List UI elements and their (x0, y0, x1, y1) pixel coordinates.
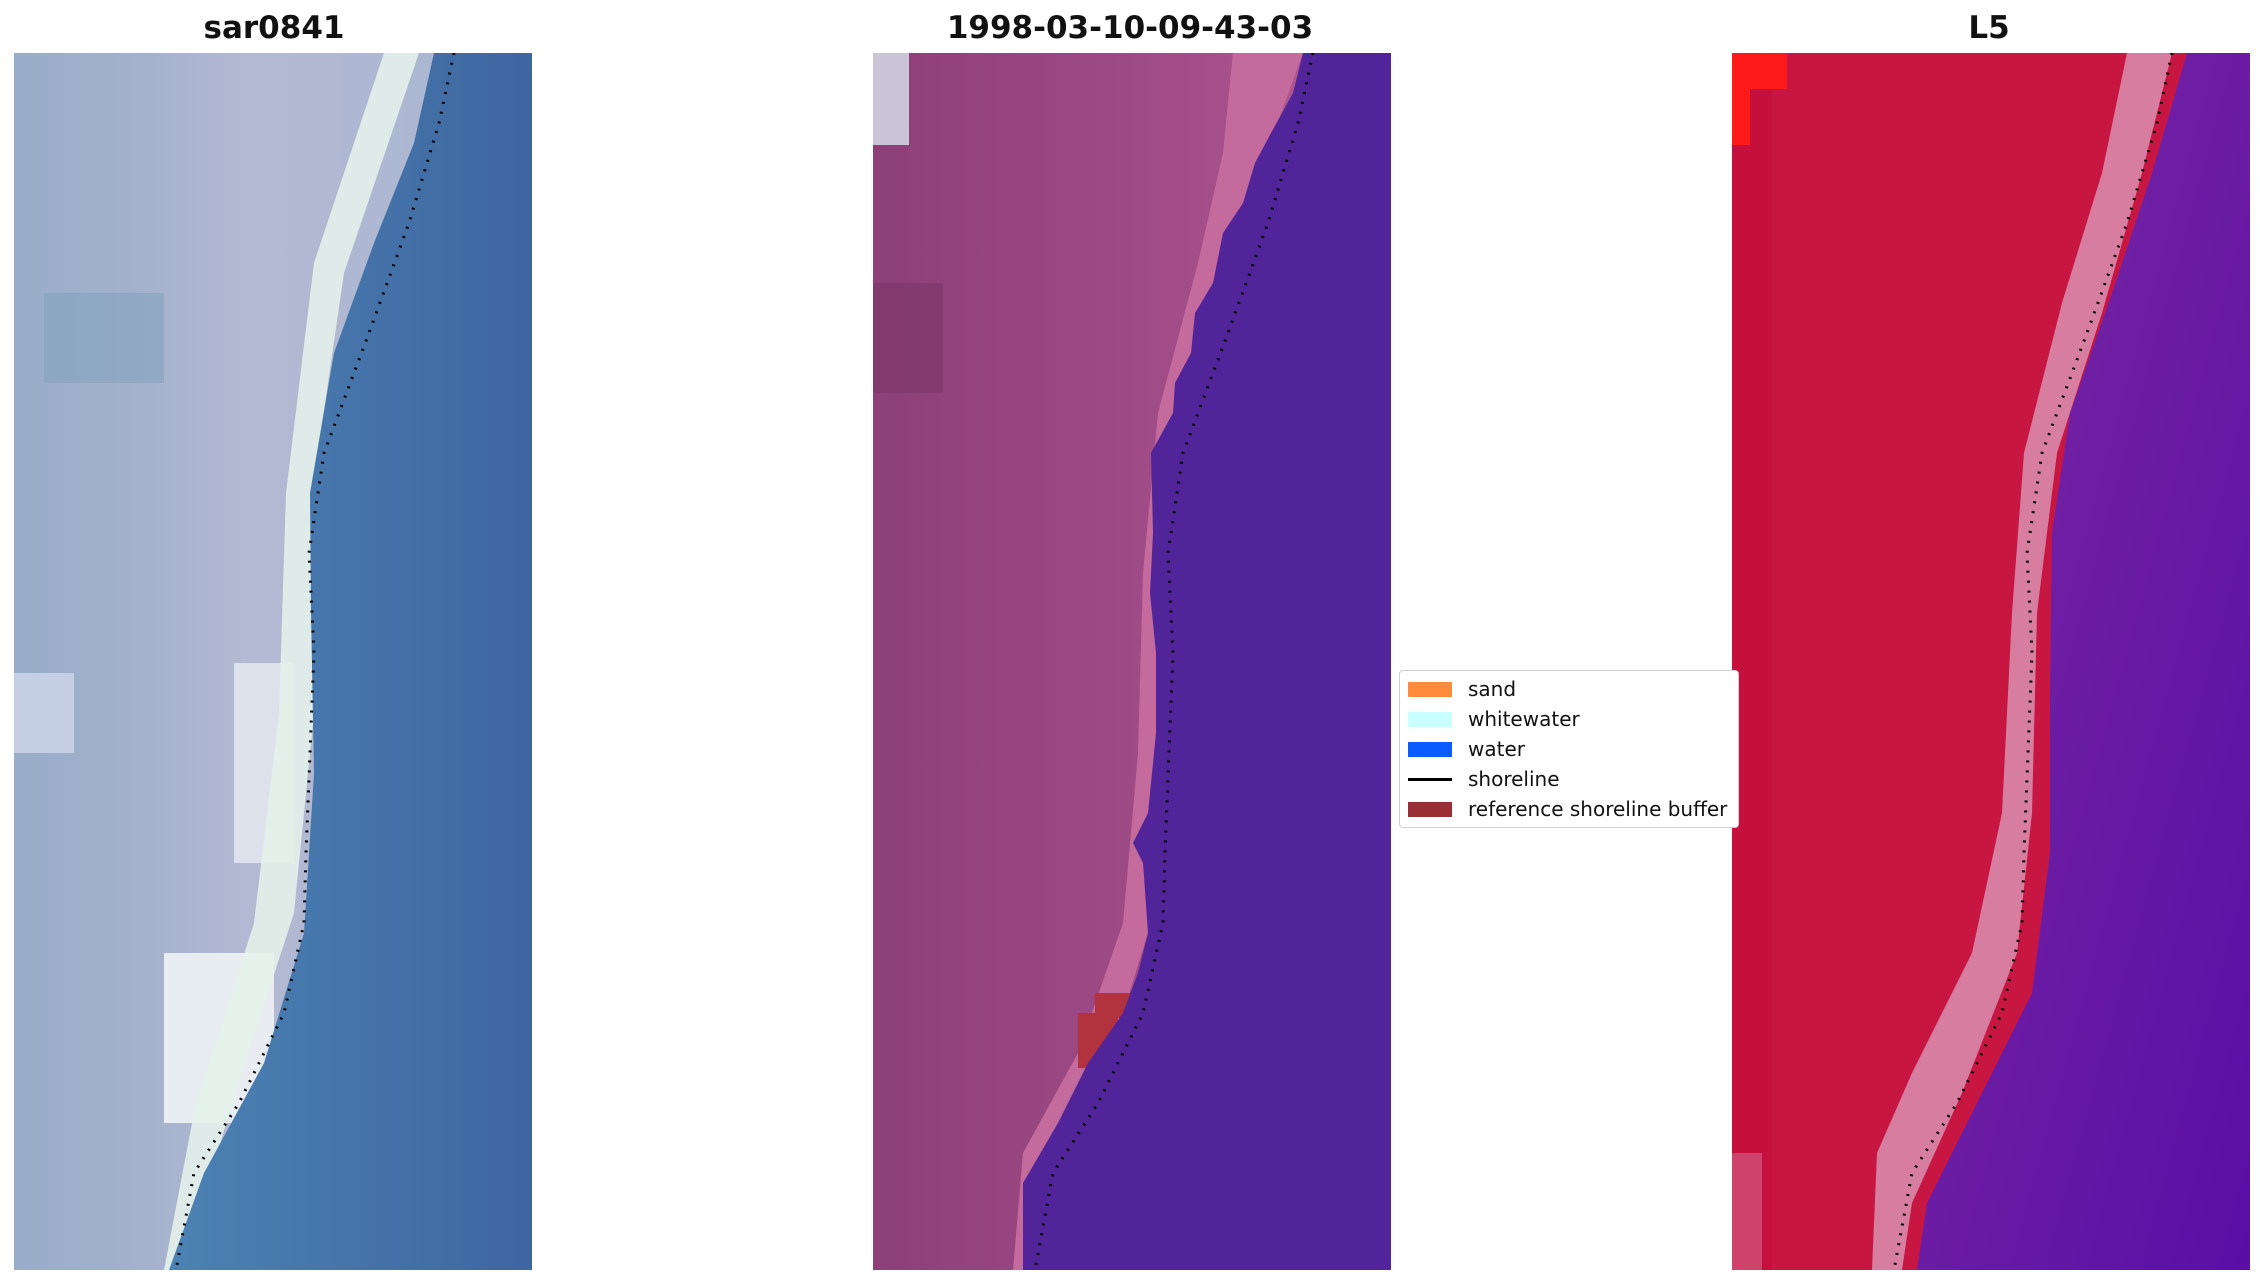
legend-label: reference shoreline buffer (1468, 797, 1728, 821)
panel-title-rgb: sar0841 (203, 10, 345, 46)
legend-item-buffer: reference shoreline buffer (1408, 794, 1727, 824)
legend-label: shoreline (1468, 767, 1560, 791)
legend-label: whitewater (1468, 707, 1580, 731)
panel-title-index: L5 (1968, 10, 2010, 46)
legend-item-water: water (1408, 734, 1525, 764)
sand-swatch (1408, 681, 1452, 697)
whitewater-swatch (1408, 711, 1452, 727)
legend: sand whitewater water shoreline referenc… (1399, 670, 1739, 828)
water-swatch (1408, 741, 1452, 757)
panel-title-classified: 1998-03-10-09-43-03 (946, 10, 1314, 46)
legend-item-whitewater: whitewater (1408, 704, 1580, 734)
legend-item-shoreline: shoreline (1408, 764, 1560, 794)
legend-item-sand: sand (1408, 674, 1516, 704)
classified-image (873, 53, 1391, 1270)
buffer-swatch (1408, 801, 1452, 817)
legend-label: sand (1468, 677, 1517, 701)
legend-label: water (1468, 737, 1525, 761)
index-image (1732, 53, 2250, 1270)
rgb-image (14, 53, 532, 1270)
shoreline-line-icon (1408, 777, 1452, 781)
